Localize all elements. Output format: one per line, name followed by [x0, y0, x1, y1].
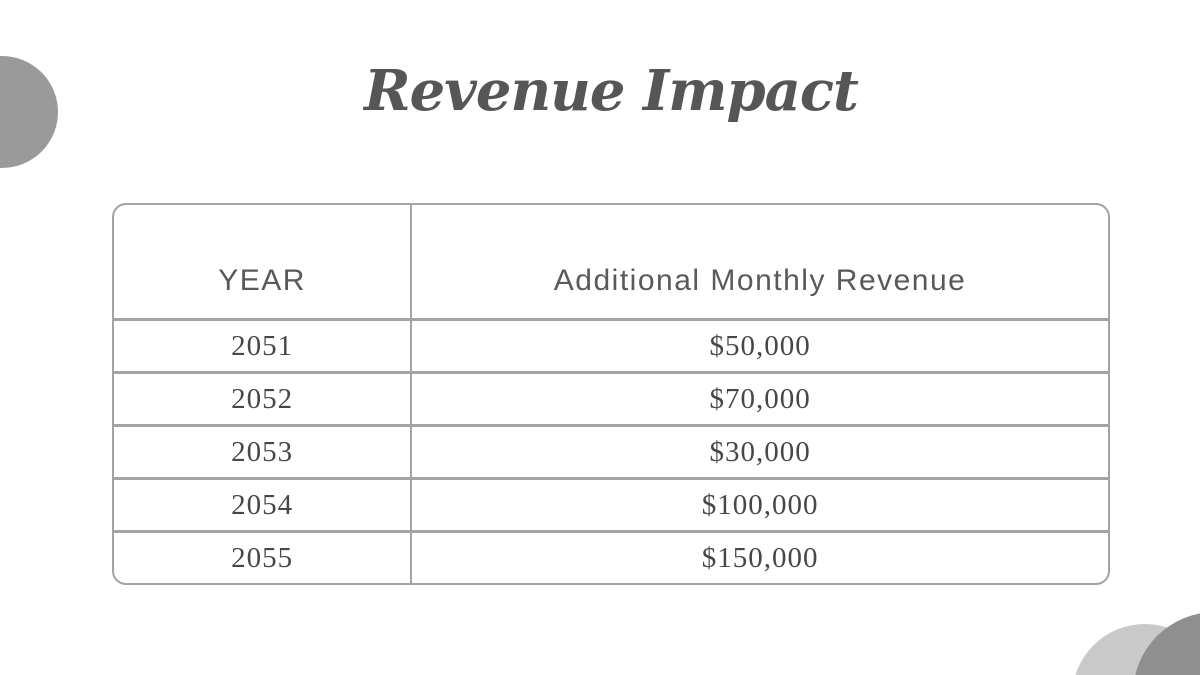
revenue-cell: $70,000 — [709, 382, 811, 415]
revenue-cell: $30,000 — [709, 435, 811, 468]
revenue-cell: $150,000 — [701, 541, 819, 574]
table-row: 2054 $100,000 — [114, 477, 1108, 530]
table-row: 2053 $30,000 — [114, 424, 1108, 477]
year-cell: 2053 — [114, 427, 413, 477]
revenue-table: YEAR Additional Monthly Revenue 2051 $50… — [112, 203, 1110, 585]
table-header-row: YEAR Additional Monthly Revenue — [114, 205, 1108, 318]
year-cell: 2052 — [114, 374, 413, 424]
table-row: 2055 $150,000 — [114, 530, 1108, 583]
column-header-revenue: Additional Monthly Revenue — [553, 263, 967, 297]
table-row: 2052 $70,000 — [114, 371, 1108, 424]
revenue-cell: $50,000 — [709, 329, 811, 362]
revenue-cell: $100,000 — [701, 488, 819, 521]
year-cell: 2055 — [114, 533, 413, 583]
slide-title: Revenue Impact — [364, 58, 859, 124]
year-cell: 2054 — [114, 480, 413, 530]
table-row: 2051 $50,000 — [114, 318, 1108, 371]
column-header-year: YEAR — [114, 205, 413, 318]
year-cell: 2051 — [114, 321, 413, 371]
decor-circle-top-left — [0, 56, 58, 168]
